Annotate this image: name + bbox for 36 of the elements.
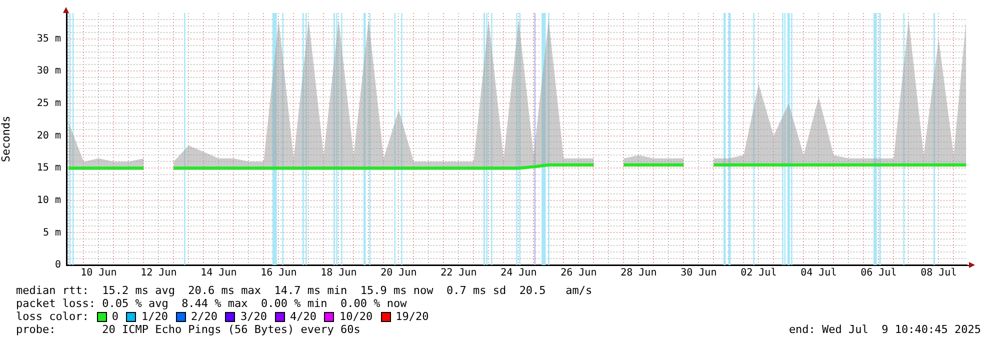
x-tick-label: 24 Jun [500, 268, 537, 279]
legend-title: loss color: [16, 310, 89, 323]
y-tick-label: 35 m [36, 33, 61, 44]
legend-label: 19/20 [396, 310, 429, 323]
x-tick-label: 18 Jun [320, 268, 357, 279]
y-axis-title: Seconds [0, 116, 12, 162]
y-tick-label: 5 m [42, 227, 61, 238]
x-tick-label: 14 Jun [200, 268, 237, 279]
x-tick-label: 16 Jun [260, 268, 297, 279]
legend-label: 3/20 [240, 310, 267, 323]
legend-label: 4/20 [290, 310, 316, 323]
x-tick-label: 20 Jun [380, 268, 417, 279]
y-tick-label: 10 m [36, 194, 61, 206]
legend-label: 10/20 [339, 310, 373, 323]
x-tick-label: 28 Jun [620, 268, 657, 279]
x-tick-label: 30 Jun [680, 268, 717, 279]
text: packet loss: 0.05 % avg 8.44 % max 0.00 % min 0.00 % now [16, 297, 407, 310]
x-tick-label: 06 Jul [860, 268, 897, 279]
x-tick-label: 10 Jun [80, 268, 117, 279]
y-tick-label: 25 m [36, 98, 61, 110]
x-tick-label: 12 Jun [140, 268, 177, 279]
text: end: Wed Jul 9 10:40:45 2025 [788, 323, 981, 336]
y-tick-label: 20 m [36, 130, 61, 142]
x-tick-label: 22 Jun [440, 268, 477, 279]
x-tick-label: 02 Jul [740, 268, 777, 279]
text: median rtt: 15.2 ms avg 20.6 ms max 14.7 ms min 15.9 ms now 0.7 ms sd 20.5 am/s [16, 284, 592, 297]
legend-label: 2/20 [190, 310, 218, 323]
legend-label: 0 [112, 310, 118, 323]
y-tick-label: 30 m [36, 66, 61, 77]
x-tick-label: 26 Jun [560, 268, 597, 279]
x-tick-label: 04 Jul [800, 268, 837, 279]
y-tick-label: 15 m [36, 162, 61, 174]
x-tick-label: 08 Jul [920, 268, 957, 279]
y-tick-label: 0 [54, 260, 61, 271]
text: probe: 20 ICMP Echo Pings (56 Bytes) every 60s [16, 323, 360, 336]
legend-label: 1/20 [141, 310, 168, 323]
